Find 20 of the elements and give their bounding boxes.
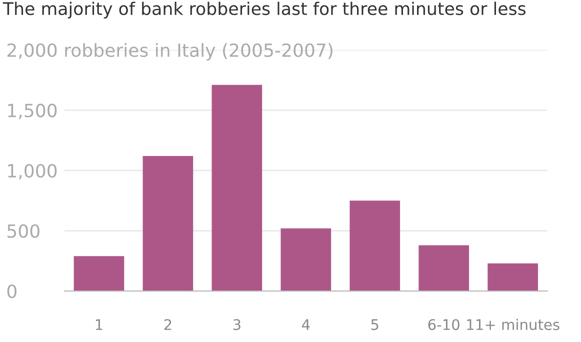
x-tick-label: 1 <box>96 319 102 330</box>
x-tick-label: 4 <box>302 319 310 330</box>
y-tick-label: 1,500 <box>8 104 57 120</box>
x-tick-label: 3 <box>233 319 240 330</box>
x-tick-label: 5 <box>371 319 378 330</box>
bar <box>488 263 538 292</box>
bar <box>280 228 332 292</box>
bar <box>142 156 194 292</box>
x-tick-label: 2 <box>164 319 172 330</box>
bar <box>212 84 262 292</box>
bar <box>74 256 124 292</box>
y-tick-label: 0 <box>7 284 16 298</box>
y-tick-label: 2,000 robberies in Italy (2005-2007) <box>7 43 332 61</box>
x-tick-label: 11+ minutes <box>467 318 560 330</box>
bar <box>418 245 470 292</box>
bar <box>350 200 400 292</box>
chart-title: The majority of bank robberies last for three minutes or less <box>2 2 526 19</box>
y-tick-label: 1,000 <box>8 164 57 180</box>
y-tick-label: 500 <box>8 224 40 238</box>
x-tick-label: 6-10 <box>428 319 460 330</box>
